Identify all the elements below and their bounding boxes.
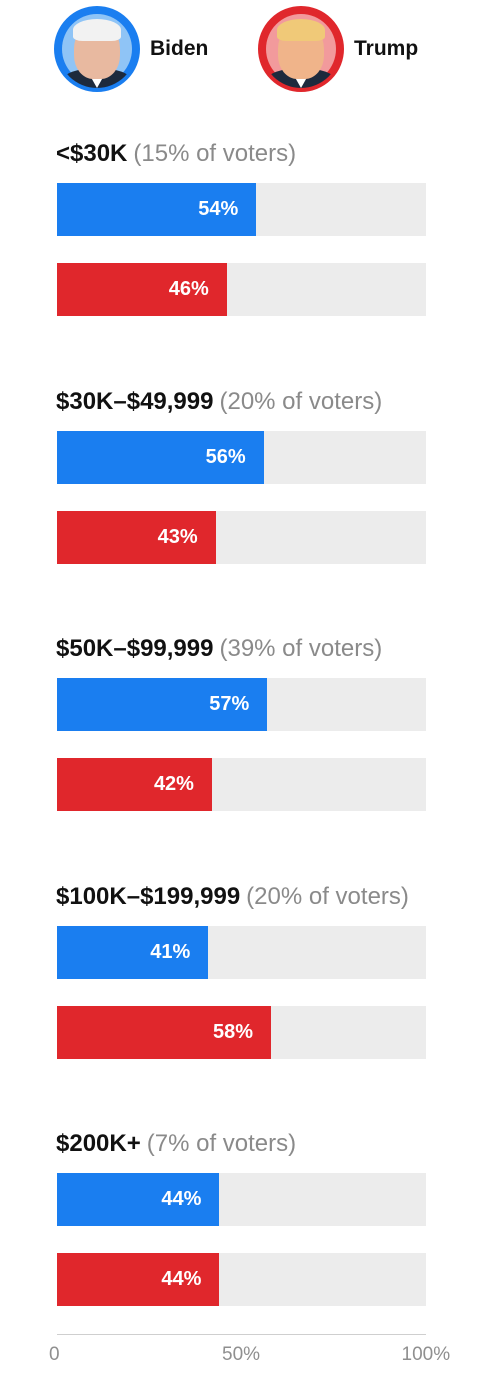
trump-bar-track: 42% bbox=[57, 758, 426, 811]
group-title: $30K–$49,999 (20% of voters) bbox=[56, 388, 382, 416]
biden-bar: 54% bbox=[57, 183, 257, 236]
legend-item-biden: Biden bbox=[54, 6, 208, 92]
biden-bar-label: 44% bbox=[161, 1188, 202, 1210]
trump-bar-label: 46% bbox=[168, 278, 209, 300]
group-category: $30K–$49,999 bbox=[56, 387, 214, 415]
biden-bar-label: 56% bbox=[205, 445, 246, 468]
trump-bar: 58% bbox=[57, 1005, 272, 1059]
trump-bar: 43% bbox=[57, 510, 216, 564]
biden-bar-track: 41% bbox=[57, 925, 426, 979]
legend-item-trump: Trump bbox=[258, 6, 418, 92]
group-title: $200K+ (7% of voters) bbox=[56, 1130, 296, 1158]
trump-bar-label: 42% bbox=[153, 773, 194, 795]
trump-bar: 42% bbox=[57, 758, 212, 811]
group-category: $50K–$99,999 bbox=[56, 635, 214, 662]
biden-bar: 44% bbox=[57, 1173, 220, 1226]
trump-bar-track: 46% bbox=[57, 263, 426, 316]
group-category: $100K–$199,999 bbox=[56, 882, 241, 910]
group-voter-share: (39% of voters) bbox=[219, 635, 383, 662]
group-title: $50K–$99,999 (39% of voters) bbox=[56, 635, 382, 663]
group-voter-share: (20% of voters) bbox=[219, 387, 383, 415]
legend: Biden Trump bbox=[54, 6, 454, 92]
x-tick-label: 0 bbox=[49, 1344, 60, 1365]
trump-bar-track: 44% bbox=[57, 1253, 426, 1306]
trump-bar-track: 58% bbox=[57, 1005, 426, 1059]
biden-bar-label: 54% bbox=[198, 198, 239, 220]
biden-bar-track: 57% bbox=[57, 678, 426, 731]
legend-label-biden: Biden bbox=[150, 37, 209, 60]
group-category: $200K+ bbox=[56, 1130, 141, 1157]
biden-bar-label: 57% bbox=[209, 693, 250, 715]
biden-bar-track: 44% bbox=[57, 1173, 426, 1226]
x-tick-label: 50% bbox=[222, 1344, 261, 1365]
biden-bar: 56% bbox=[57, 430, 264, 484]
biden-bar: 41% bbox=[57, 925, 209, 979]
biden-avatar bbox=[54, 6, 140, 92]
trump-bar-label: 43% bbox=[157, 525, 198, 548]
trump-bar: 44% bbox=[57, 1253, 220, 1306]
biden-bar-track: 54% bbox=[57, 183, 426, 236]
biden-bar-track: 56% bbox=[57, 430, 426, 484]
biden-bar-label: 41% bbox=[150, 940, 191, 963]
biden-bar: 57% bbox=[57, 678, 268, 731]
trump-avatar bbox=[258, 6, 344, 92]
group-title: $100K–$199,999 (20% of voters) bbox=[56, 883, 409, 911]
trump-bar: 46% bbox=[57, 263, 227, 316]
group-category: <$30K bbox=[56, 140, 128, 167]
group-title: <$30K (15% of voters) bbox=[56, 140, 296, 168]
trump-bar-label: 44% bbox=[161, 1268, 202, 1290]
group-voter-share: (7% of voters) bbox=[146, 1130, 297, 1157]
trump-bar-label: 58% bbox=[212, 1020, 254, 1043]
group-voter-share: (15% of voters) bbox=[133, 140, 297, 167]
x-tick-label: 100% bbox=[401, 1344, 451, 1365]
x-axis-line bbox=[57, 1334, 426, 1335]
group-voter-share: (20% of voters) bbox=[246, 882, 409, 910]
legend-label-trump: Trump bbox=[354, 37, 419, 60]
trump-bar-track: 43% bbox=[57, 510, 426, 564]
